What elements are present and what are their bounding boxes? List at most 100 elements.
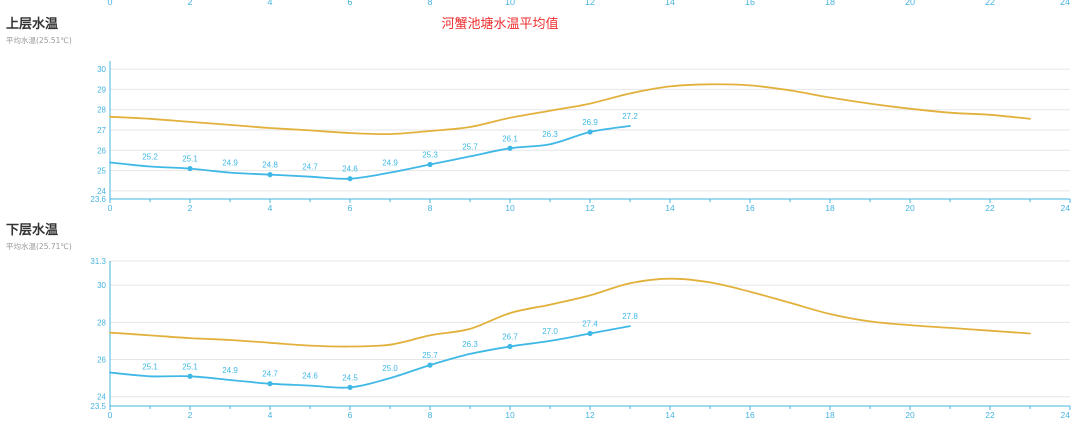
data-point-marker (427, 362, 433, 368)
y-tick-label: 28 (97, 106, 106, 115)
data-label: 25.1 (142, 362, 158, 371)
x-tick-label: 22 (985, 203, 995, 213)
data-label: 26.3 (542, 130, 558, 139)
data-label: 27.8 (622, 312, 638, 321)
x-tick-label: 16 (745, 410, 755, 420)
data-point-marker (347, 384, 353, 391)
data-label: 24.8 (262, 161, 278, 170)
x-tick-label: 8 (428, 203, 433, 213)
data-label: 25.1 (182, 362, 198, 371)
upper-panel-subtitle: 平均水温(25.51℃) (6, 36, 72, 45)
y-tick-label: 26 (97, 146, 106, 155)
top-x-tick-label: 0 (107, 0, 112, 7)
top-x-tick-label: 18 (825, 0, 835, 7)
data-point-marker (587, 129, 593, 135)
data-label: 24.7 (302, 163, 318, 172)
x-tick-label: 16 (745, 203, 755, 213)
y-tick-label: 28 (97, 318, 106, 327)
y-tick-label: 23.5 (90, 402, 106, 411)
x-tick-label: 20 (905, 410, 915, 420)
y-tick-label: 24 (97, 393, 106, 402)
y-tick-label: 23.6 (90, 195, 106, 204)
data-point-marker (507, 145, 513, 151)
data-label: 24.5 (342, 373, 358, 382)
y-tick-label: 27 (97, 126, 106, 135)
x-tick-label: 24 (1061, 410, 1071, 420)
data-label: 27.0 (542, 327, 558, 336)
lower-panel-title: 下层水温 (6, 223, 59, 238)
x-tick-label: 14 (665, 410, 675, 420)
x-tick-label: 12 (585, 410, 595, 420)
x-tick-label: 14 (665, 203, 675, 213)
data-point-marker (187, 165, 193, 172)
actual-series-line (109, 125, 631, 180)
lower-panel-subtitle: 平均水温(25.71℃) (6, 242, 72, 251)
top-x-tick-label: 14 (665, 0, 675, 7)
data-label: 24.9 (222, 366, 238, 375)
top-x-tick-label: 12 (585, 0, 595, 7)
data-label: 24.9 (382, 159, 398, 168)
upper-panel-title: 上层水温 (6, 17, 59, 32)
top-x-tick-label: 4 (267, 0, 272, 7)
actual-series-line (109, 325, 631, 389)
data-label: 24.9 (222, 159, 238, 168)
y-tick-label: 26 (97, 356, 106, 365)
x-tick-label: 24 (1061, 203, 1071, 213)
data-label: 25.7 (422, 351, 438, 360)
data-label: 25.1 (182, 155, 198, 164)
y-tick-label: 30 (97, 281, 106, 290)
reference-series-line (109, 83, 1031, 136)
top-x-axis: 0 2 4 6 8 10 12 14 16 18 20 22 24 (107, 0, 1070, 7)
data-point-marker (187, 373, 193, 379)
data-label: 26.9 (582, 118, 598, 127)
data-label: 25.0 (382, 364, 398, 373)
x-tick-label: 0 (108, 410, 113, 420)
data-label: 27.2 (622, 112, 638, 121)
top-x-tick-label: 24 (1060, 0, 1070, 7)
data-label: 25.7 (462, 142, 478, 151)
y-tick-label: 29 (97, 85, 106, 94)
data-point-marker (267, 172, 273, 178)
x-tick-label: 12 (585, 203, 595, 213)
data-label: 25.3 (422, 151, 438, 160)
x-tick-label: 6 (348, 203, 353, 213)
data-label: 26.7 (502, 333, 518, 342)
top-x-tick-label: 10 (505, 0, 515, 7)
x-tick-label: 2 (188, 410, 193, 420)
x-tick-label: 4 (268, 410, 273, 420)
data-point-marker (267, 381, 273, 387)
x-tick-label: 8 (428, 410, 433, 420)
data-label: 25.2 (142, 153, 158, 162)
data-label: 24.6 (342, 165, 358, 174)
reference-series-line (109, 277, 1031, 348)
x-tick-label: 10 (505, 410, 515, 420)
top-x-tick-label: 16 (745, 0, 755, 7)
top-x-tick-label: 20 (905, 0, 915, 7)
y-tick-label: 25 (97, 167, 106, 176)
data-point-marker (427, 161, 433, 168)
data-point-marker (347, 176, 353, 182)
x-tick-label: 18 (825, 410, 835, 420)
top-x-tick-label: 6 (347, 0, 352, 7)
x-tick-label: 4 (268, 203, 273, 213)
x-tick-label: 0 (108, 203, 113, 213)
x-tick-label: 6 (348, 410, 353, 420)
data-point-marker (587, 330, 593, 337)
top-x-tick-label: 8 (427, 0, 432, 7)
y-tick-label: 31.3 (90, 257, 106, 266)
chart-title: 河蟹池塘水温平均值 (441, 17, 559, 32)
x-tick-label: 22 (985, 410, 995, 420)
x-tick-label: 20 (905, 203, 915, 213)
data-label: 24.6 (302, 372, 318, 381)
data-label: 26.3 (462, 340, 478, 349)
top-x-tick-label: 22 (985, 0, 995, 7)
data-point-marker (507, 343, 513, 350)
x-tick-label: 18 (825, 203, 835, 213)
data-label: 27.4 (582, 320, 598, 329)
y-tick-label: 30 (97, 65, 106, 74)
data-label: 26.1 (502, 134, 518, 143)
x-tick-label: 2 (188, 203, 193, 213)
